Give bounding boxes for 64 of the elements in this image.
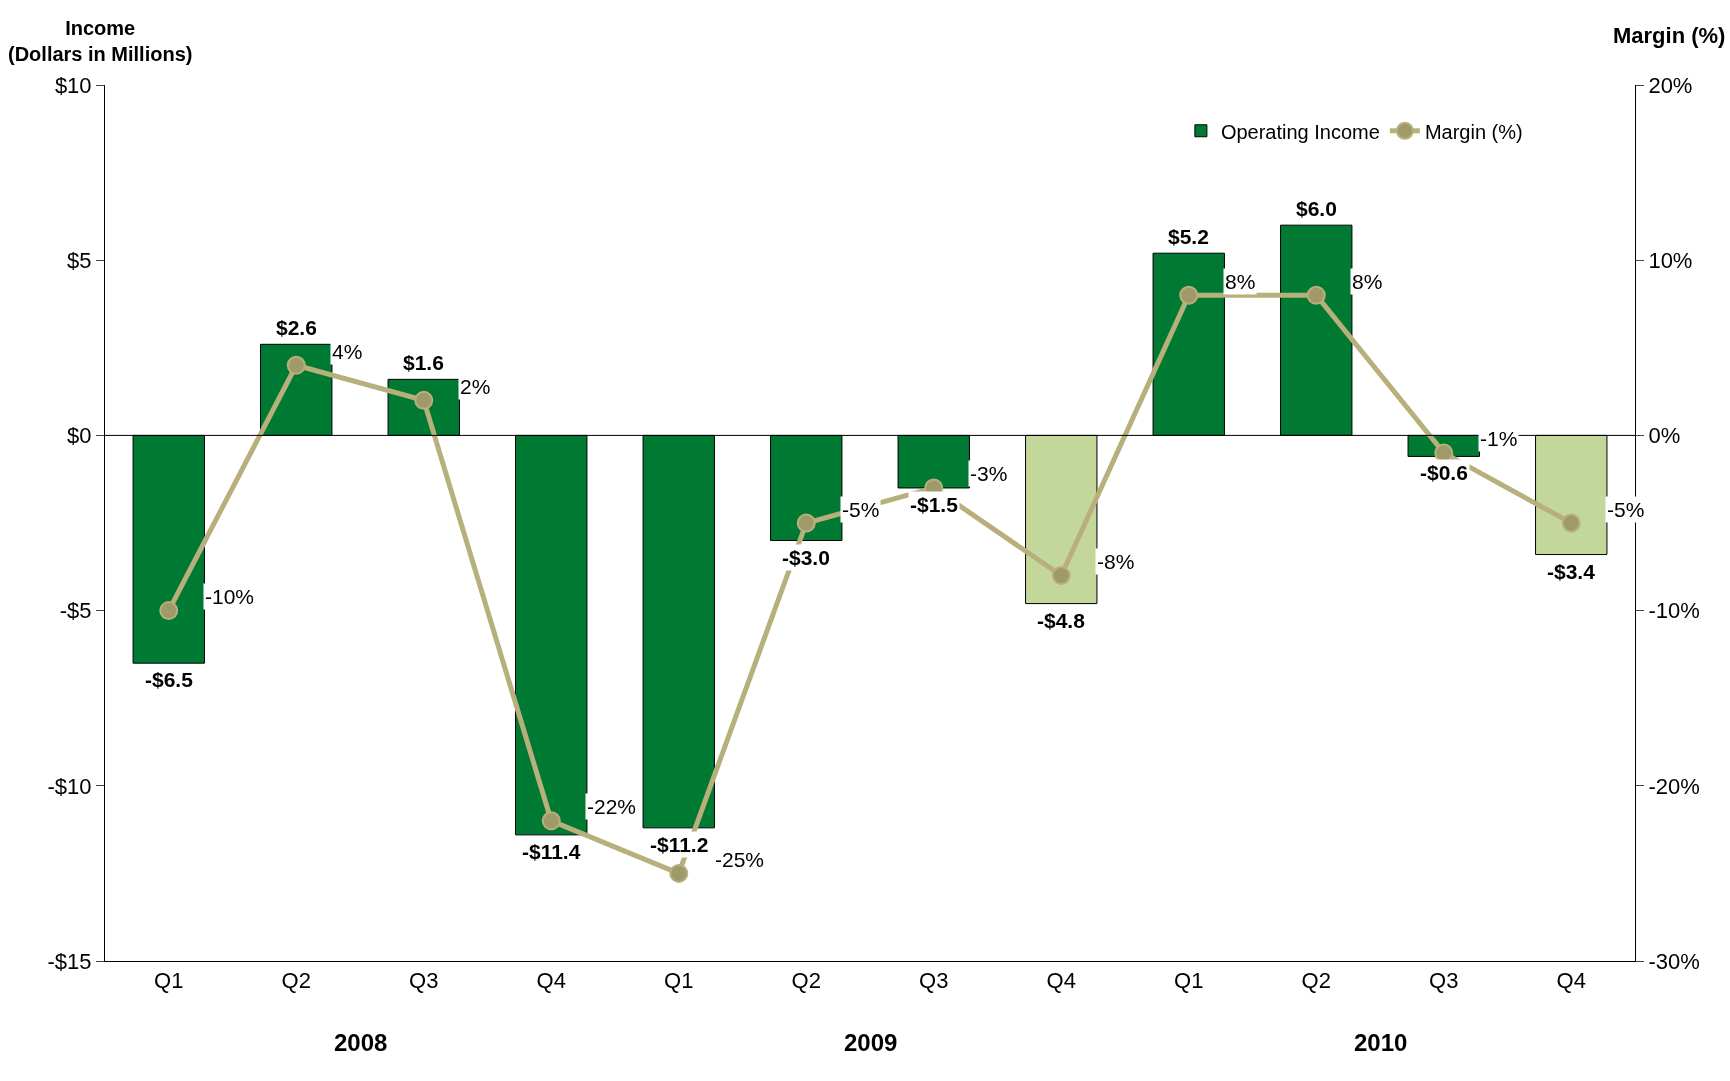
x-tick-label: Q1 bbox=[154, 968, 184, 994]
data-label: 4% bbox=[332, 340, 363, 363]
data-label: -$3.0 bbox=[782, 546, 830, 569]
data-label: -$11.4 bbox=[522, 840, 581, 863]
point bbox=[1561, 513, 1581, 533]
point bbox=[1051, 566, 1071, 586]
y-tick-label: -$5 bbox=[59, 598, 92, 624]
point bbox=[159, 601, 179, 621]
data-label: 2% bbox=[460, 375, 491, 398]
data-label: $1.6 bbox=[403, 351, 444, 374]
x-tick-label: Q4 bbox=[1556, 968, 1586, 994]
legend-label: Margin (%) bbox=[1424, 120, 1523, 143]
x-tick-label: Q1 bbox=[1174, 968, 1204, 994]
x-tick-label: Q2 bbox=[791, 968, 821, 994]
data-label: -3% bbox=[970, 462, 1008, 485]
data-label: -$6.5 bbox=[145, 668, 194, 691]
x-tick-label: Q2 bbox=[281, 968, 311, 994]
data-label: -$0.6 bbox=[1420, 461, 1468, 484]
point bbox=[1306, 285, 1326, 305]
y2-tick-label: -30% bbox=[1648, 948, 1700, 974]
data-label: -$4.8 bbox=[1037, 609, 1086, 632]
data-label: $2.6 bbox=[276, 316, 317, 339]
y-tick-label: $5 bbox=[67, 247, 92, 273]
point bbox=[541, 811, 561, 831]
data-label: -10% bbox=[205, 585, 255, 608]
data-label: 8% bbox=[1225, 270, 1256, 293]
y-tick-label: $10 bbox=[54, 72, 92, 98]
data-label: -22% bbox=[587, 795, 637, 818]
x-tick-label: Q3 bbox=[1429, 968, 1459, 994]
x-tick-label: Q1 bbox=[664, 968, 694, 994]
x-tick-label: Q3 bbox=[409, 968, 439, 994]
legend-label: Operating Income bbox=[1220, 120, 1380, 143]
y2-tick-label: 20% bbox=[1648, 72, 1693, 98]
y2-tick-label: -10% bbox=[1648, 598, 1700, 624]
data-label: $6.0 bbox=[1296, 197, 1337, 220]
y2-tick-label: 10% bbox=[1648, 247, 1693, 273]
y2-tick-label: 0% bbox=[1648, 423, 1681, 449]
y-axis-title: Income (Dollars in Millions) bbox=[8, 17, 193, 65]
x-tick-label: Q4 bbox=[536, 968, 566, 994]
y2-axis-title: Margin (%) bbox=[1613, 23, 1726, 48]
data-label: -1% bbox=[1480, 427, 1518, 450]
data-label: -5% bbox=[1607, 498, 1645, 521]
point bbox=[1179, 285, 1199, 305]
data-label: -5% bbox=[842, 498, 880, 521]
y-tick-label: $0 bbox=[67, 423, 92, 449]
data-label: -$3.4 bbox=[1547, 560, 1596, 583]
y2-tick-label: -20% bbox=[1648, 773, 1700, 799]
y-tick-label: -$10 bbox=[47, 773, 92, 799]
point bbox=[669, 863, 689, 883]
x-tick-label: Q3 bbox=[919, 968, 949, 994]
data-label: -$11.2 bbox=[650, 833, 709, 856]
data-label: $5.2 bbox=[1168, 225, 1209, 248]
text: 2009 bbox=[844, 1029, 898, 1056]
data-label: 8% bbox=[1352, 270, 1383, 293]
text: 2008 bbox=[334, 1029, 388, 1056]
x-tick-label: Q2 bbox=[1301, 968, 1331, 994]
point bbox=[286, 355, 306, 375]
data-label: -8% bbox=[1097, 550, 1135, 573]
y-tick-label: -$15 bbox=[47, 948, 92, 974]
data-label: -25% bbox=[715, 848, 765, 871]
x-tick-label: Q4 bbox=[1046, 968, 1076, 994]
text: 2010 bbox=[1354, 1029, 1408, 1056]
data-label: -$1.5 bbox=[910, 493, 959, 516]
point bbox=[796, 513, 816, 533]
